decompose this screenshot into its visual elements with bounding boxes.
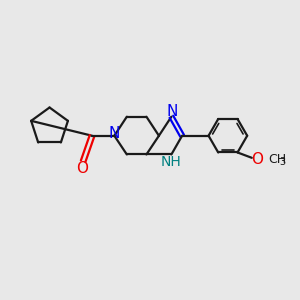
Text: O: O	[76, 161, 88, 176]
Text: NH: NH	[160, 155, 181, 169]
Text: O: O	[251, 152, 263, 166]
Text: CH: CH	[268, 152, 286, 166]
Text: N: N	[108, 126, 119, 141]
Text: 3: 3	[279, 157, 285, 167]
Text: N: N	[167, 104, 178, 119]
